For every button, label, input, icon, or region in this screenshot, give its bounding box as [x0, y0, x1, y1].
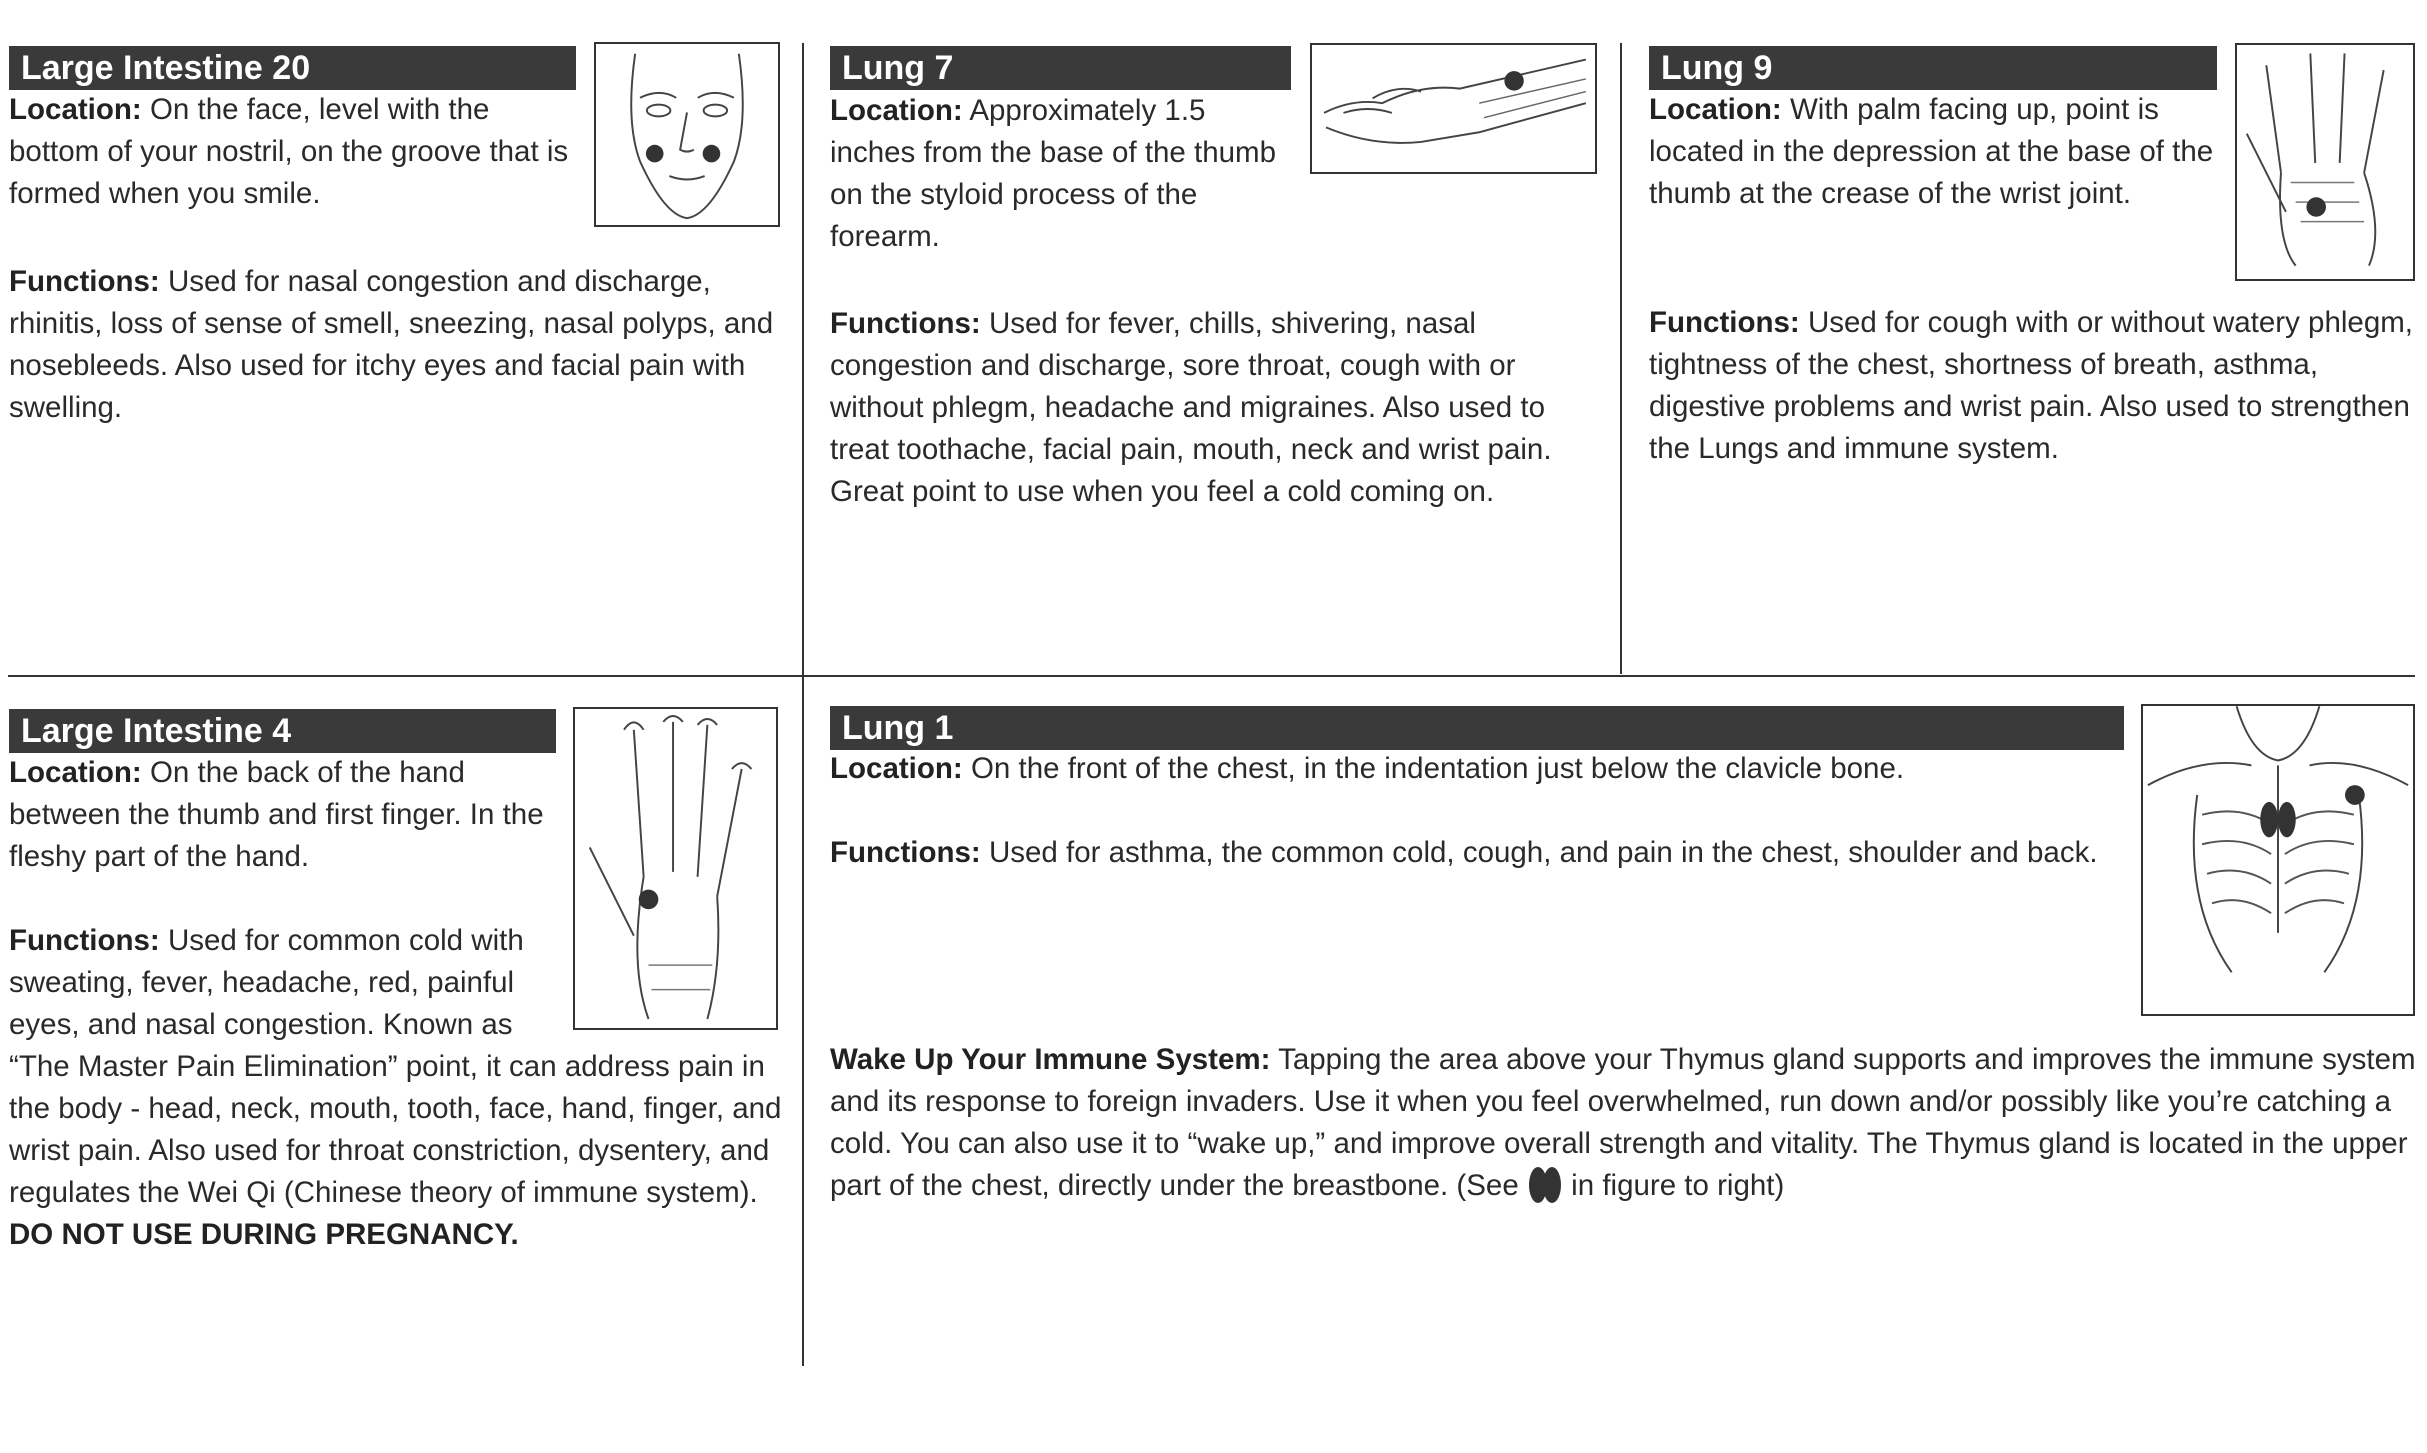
hand-sketch — [588, 715, 753, 1020]
text: On the back of the hand between the thum… — [9, 756, 544, 873]
label: Location: — [9, 93, 142, 126]
divider — [802, 43, 804, 1366]
section-title: Lung 1 — [830, 706, 2124, 750]
note-text: Wake Up Your Immune System: Tapping the … — [830, 1039, 2420, 1207]
text: On the face, level with the bottom of yo… — [9, 93, 569, 210]
label: Location: — [830, 752, 963, 785]
divider — [8, 675, 2415, 677]
label: Functions: — [9, 265, 160, 298]
section-title: Large Intestine 4 — [9, 709, 556, 753]
location-text: Location: With palm facing up, point is … — [1649, 89, 2229, 215]
label: Location: — [1649, 93, 1782, 126]
functions-text: Functions: Used for fever, chills, shive… — [830, 303, 1605, 513]
label: Functions: — [830, 307, 981, 340]
text: Used for cough with or without watery ph… — [1649, 306, 2414, 465]
chest-sketch — [2147, 706, 2409, 973]
location-text: Location: On the back of the hand betwee… — [9, 752, 799, 878]
label: Location: — [830, 94, 963, 127]
label: Functions: — [830, 836, 981, 869]
text: Used for asthma, the common cold, cough,… — [988, 836, 2098, 869]
functions-text: Functions: Used for asthma, the common c… — [830, 832, 2130, 874]
divider — [1620, 43, 1622, 674]
figure-face — [594, 42, 780, 227]
figure-hand — [573, 707, 778, 1030]
arm-sketch — [1323, 58, 1587, 144]
label: Functions: — [9, 924, 160, 957]
label: Location: — [9, 756, 142, 789]
location-text: Location: On the face, level with the bo… — [9, 89, 574, 215]
warning: DO NOT USE DURING PREGNANCY. — [9, 1218, 519, 1251]
section-title: Lung 9 — [1649, 46, 2217, 90]
functions-text: Functions: Used for nasal congestion and… — [9, 261, 789, 429]
figure-arm — [1310, 43, 1597, 174]
functions-text: Functions: Used for cough with or withou… — [1649, 302, 2424, 470]
panel-text: Location: On the back of the hand betwee… — [9, 752, 799, 1256]
thymus-icon — [1528, 1167, 1561, 1203]
palm-sketch — [2245, 53, 2385, 267]
functions-text: Functions: Used for common cold with swe… — [9, 920, 799, 1214]
location-text: Location: On the front of the chest, in … — [830, 748, 2130, 790]
label: Functions: — [1649, 306, 1800, 339]
text: Used for nasal congestion and discharge,… — [9, 265, 774, 424]
text: Tapping the area above your Thymus gland… — [830, 1043, 2416, 1202]
text: in figure to right) — [1571, 1169, 1785, 1202]
text: Approximately 1.5 inches from the base o… — [830, 94, 1277, 253]
text: Used for fever, chills, shivering, nasal… — [830, 307, 1552, 508]
figure-chest — [2141, 704, 2415, 1016]
face-sketch — [630, 53, 744, 220]
section-title: Lung 7 — [830, 46, 1291, 90]
location-text: Location: Approximately 1.5 inches from … — [830, 90, 1280, 258]
figure-palm — [2235, 43, 2415, 281]
text: On the front of the chest, in the indent… — [970, 752, 1905, 785]
section-title: Large Intestine 20 — [9, 46, 576, 90]
text: Used for common cold with sweating, feve… — [9, 924, 782, 1209]
label: Wake Up Your Immune System: — [830, 1043, 1271, 1076]
text: With palm facing up, point is located in… — [1649, 93, 2214, 210]
spacer — [577, 752, 799, 1030]
